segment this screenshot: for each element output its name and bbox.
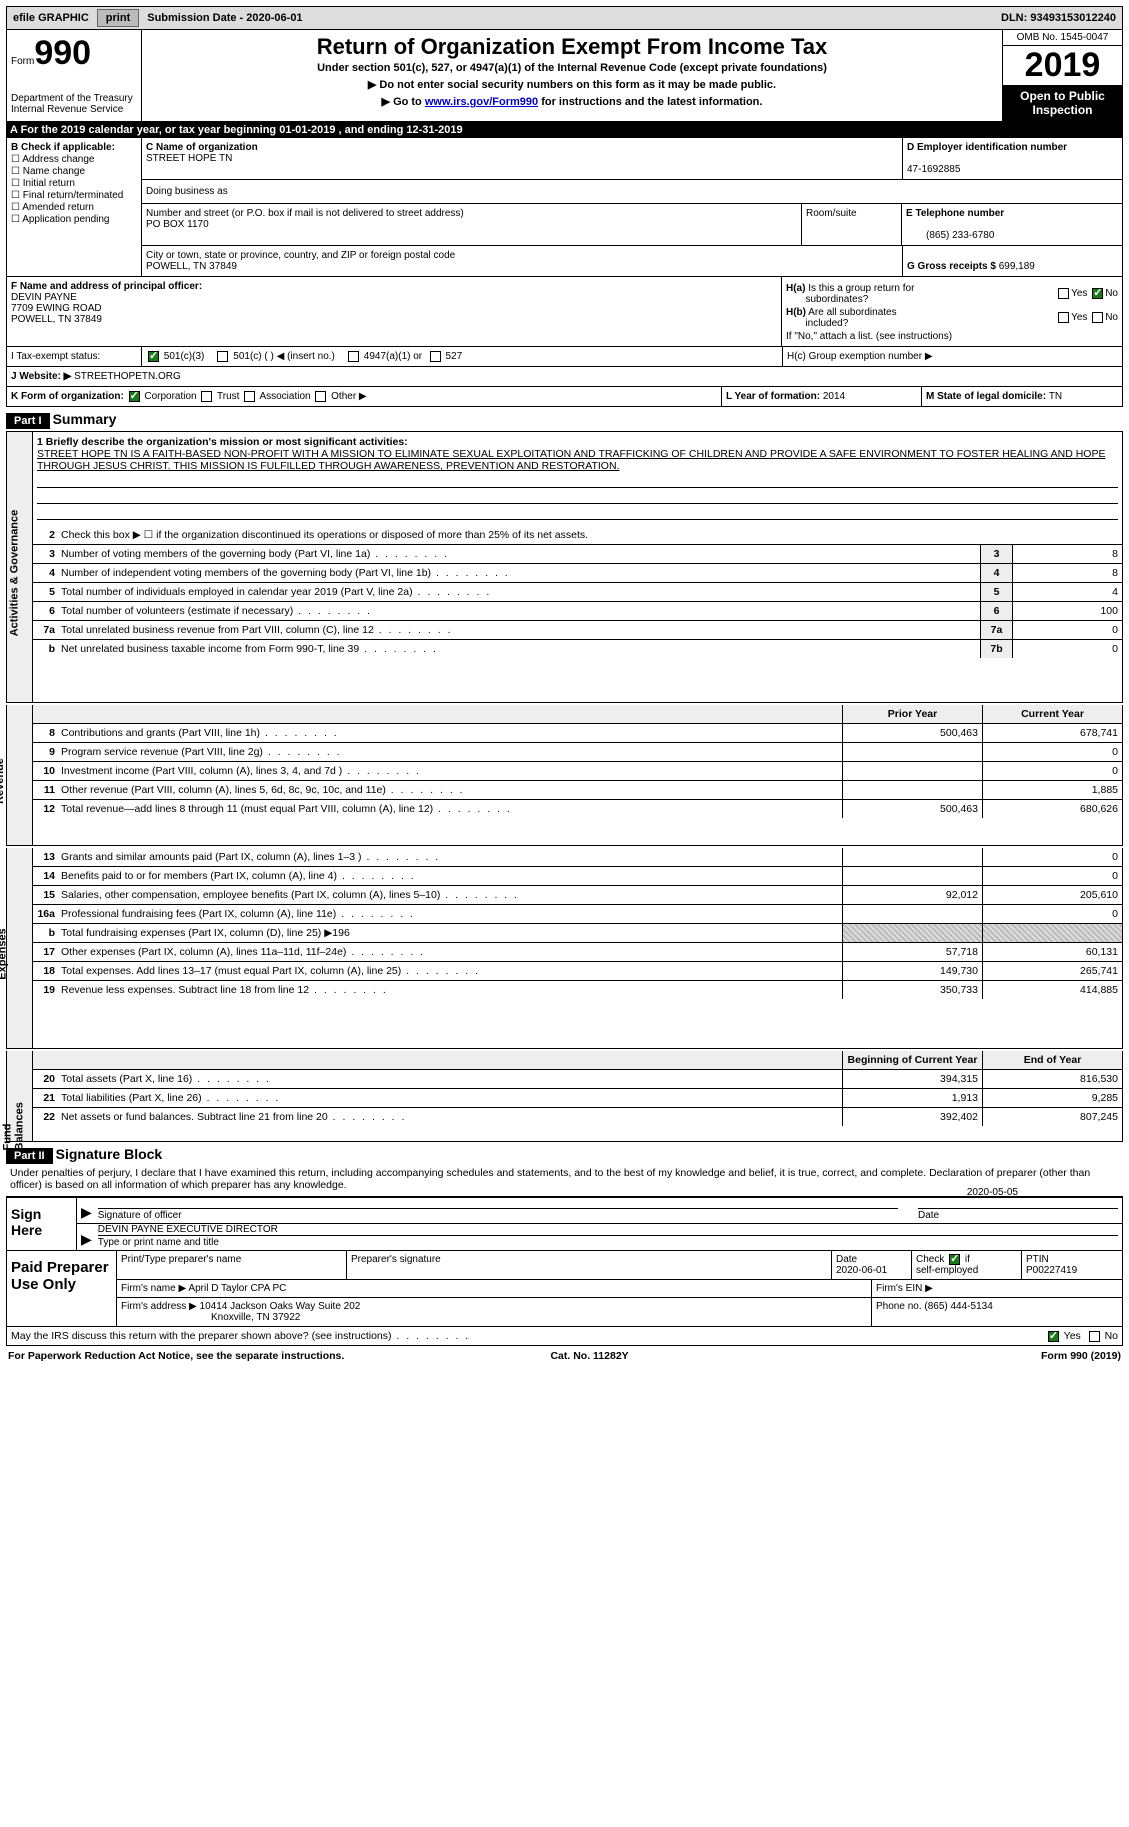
section-h: H(a) Is this a group return for subordin…: [782, 277, 1122, 346]
cb-final-return[interactable]: ☐ Final return/terminated: [11, 190, 137, 201]
firm-ein: Firm's EIN ▶: [872, 1280, 1122, 1297]
form-subtitle-3: ▶ Go to www.irs.gov/Form990 for instruct…: [146, 95, 998, 108]
cb-trust[interactable]: [201, 391, 212, 402]
room-field: Room/suite: [802, 204, 902, 245]
section-bcdefg: B Check if applicable: ☐ Address change …: [6, 138, 1123, 277]
form-header: Form990 Department of the Treasury Inter…: [6, 30, 1123, 122]
org-name-field: C Name of organizationSTREET HOPE TN: [142, 138, 902, 179]
firm-phone: Phone no. (865) 444-5134: [872, 1298, 1122, 1326]
section-klm: K Form of organization: Corporation Trus…: [6, 387, 1123, 407]
form-number: Form990: [11, 34, 137, 73]
city-field: City or town, state or province, country…: [142, 246, 902, 276]
phone-field: E Telephone number(865) 233-6780: [902, 204, 1122, 245]
firm-name: Firm's name ▶ April D Taylor CPA PC: [117, 1280, 872, 1297]
section-a: A For the 2019 calendar year, or tax yea…: [6, 122, 1123, 138]
gross-receipts: G Gross receipts $ 699,189: [902, 246, 1122, 276]
form-subtitle-2: ▶ Do not enter social security numbers o…: [146, 78, 998, 91]
prep-sig-hdr: Preparer's signature: [347, 1251, 832, 1279]
end-year-hdr: End of Year: [982, 1051, 1122, 1069]
mission-text: STREET HOPE TN IS A FAITH-BASED NON-PROF…: [37, 448, 1105, 472]
begin-year-hdr: Beginning of Current Year: [842, 1051, 982, 1069]
sign-date-value: 2020-05-05: [98, 1187, 1018, 1198]
mission-label: 1 Briefly describe the organization's mi…: [37, 436, 408, 448]
omb-number: OMB No. 1545-0047: [1003, 30, 1122, 46]
cb-527[interactable]: [430, 351, 441, 362]
prep-self-emp: Check ifself-employed: [912, 1251, 1022, 1279]
exp-side-label: Expenses: [0, 929, 9, 980]
form-subtitle-1: Under section 501(c), 527, or 4947(a)(1)…: [146, 62, 998, 74]
cb-501c[interactable]: [217, 351, 228, 362]
gov-side-label: Activities & Governance: [8, 510, 20, 637]
dln-label: DLN: 93493153012240: [995, 10, 1122, 26]
discuss-yes[interactable]: [1048, 1331, 1059, 1342]
prior-year-hdr: Prior Year: [842, 705, 982, 723]
irs-link[interactable]: www.irs.gov/Form990: [425, 96, 538, 108]
open-to-public: Open to Public Inspection: [1003, 85, 1122, 121]
prep-ptin: PTINP00227419: [1022, 1251, 1122, 1279]
expenses-section: Expenses 13Grants and similar amounts pa…: [6, 848, 1123, 1049]
cb-initial-return[interactable]: ☐ Initial return: [11, 178, 137, 189]
ein-field: D Employer identification number47-16928…: [902, 138, 1122, 179]
discuss-row: May the IRS discuss this return with the…: [6, 1327, 1123, 1346]
cb-address-change[interactable]: ☐ Address change: [11, 154, 137, 165]
part-2-header: Part II Signature Block: [6, 1142, 1123, 1164]
revenue-section: Revenue Prior YearCurrent Year 8Contribu…: [6, 705, 1123, 846]
section-j: J Website: ▶ STREETHOPETN.ORG: [6, 367, 1123, 387]
subdate-label: Submission Date - 2020-06-01: [141, 10, 308, 26]
street-field: Number and street (or P.O. box if mail i…: [142, 204, 802, 245]
section-i: I Tax-exempt status: 501(c)(3) 501(c) ( …: [6, 347, 1123, 367]
efile-label: efile GRAPHIC: [7, 10, 95, 26]
top-toolbar: efile GRAPHIC print Submission Date - 20…: [6, 6, 1123, 30]
dba-field: Doing business as: [142, 180, 1122, 204]
prep-label: Paid Preparer Use Only: [7, 1251, 117, 1326]
cb-other[interactable]: [315, 391, 326, 402]
dept-label: Department of the Treasury Internal Reve…: [11, 93, 137, 115]
sign-here-label: Sign Here: [7, 1198, 77, 1250]
sig-date-label: Date: [918, 1208, 1118, 1221]
governance-section: Activities & Governance 1 Briefly descri…: [6, 431, 1123, 703]
cb-4947[interactable]: [348, 351, 359, 362]
current-year-hdr: Current Year: [982, 705, 1122, 723]
name-title-label: Type or print name and title: [98, 1235, 1118, 1248]
netassets-section: Net Assets or Fund Balances Beginning of…: [6, 1051, 1123, 1142]
section-fh: F Name and address of principal officer:…: [6, 277, 1123, 347]
officer-field: F Name and address of principal officer:…: [7, 277, 782, 346]
print-button[interactable]: print: [97, 9, 139, 27]
cb-assoc[interactable]: [244, 391, 255, 402]
tax-year: 2019: [1003, 46, 1122, 85]
cb-amended[interactable]: ☐ Amended return: [11, 202, 137, 213]
ha-yes[interactable]: [1058, 288, 1069, 299]
paid-preparer-section: Paid Preparer Use Only Print/Type prepar…: [6, 1251, 1123, 1327]
part-1-header: Part I Summary: [6, 407, 1123, 429]
section-hc: H(c) Group exemption number ▶: [782, 347, 1122, 366]
na-side-label: Net Assets or Fund Balances: [0, 1090, 26, 1151]
hb-no[interactable]: [1092, 312, 1103, 323]
rev-side-label: Revenue: [0, 758, 6, 804]
hb-yes[interactable]: [1058, 312, 1069, 323]
footer: For Paperwork Reduction Act Notice, see …: [6, 1346, 1123, 1366]
cb-application[interactable]: ☐ Application pending: [11, 214, 137, 225]
sig-officer-label: Signature of officer: [98, 1208, 898, 1221]
prep-date: Date2020-06-01: [832, 1251, 912, 1279]
cb-name-change[interactable]: ☐ Name change: [11, 166, 137, 177]
form-title: Return of Organization Exempt From Incom…: [146, 34, 998, 60]
discuss-no[interactable]: [1089, 1331, 1100, 1342]
officer-name: DEVIN PAYNE EXECUTIVE DIRECTOR: [98, 1224, 1118, 1235]
cb-corp[interactable]: [129, 391, 140, 402]
cb-501c3[interactable]: [148, 351, 159, 362]
ha-no[interactable]: [1092, 288, 1103, 299]
firm-address: Firm's address ▶ 10414 Jackson Oaks Way …: [117, 1298, 872, 1326]
prep-name-hdr: Print/Type preparer's name: [117, 1251, 347, 1279]
section-b: B Check if applicable: ☐ Address change …: [7, 138, 142, 276]
